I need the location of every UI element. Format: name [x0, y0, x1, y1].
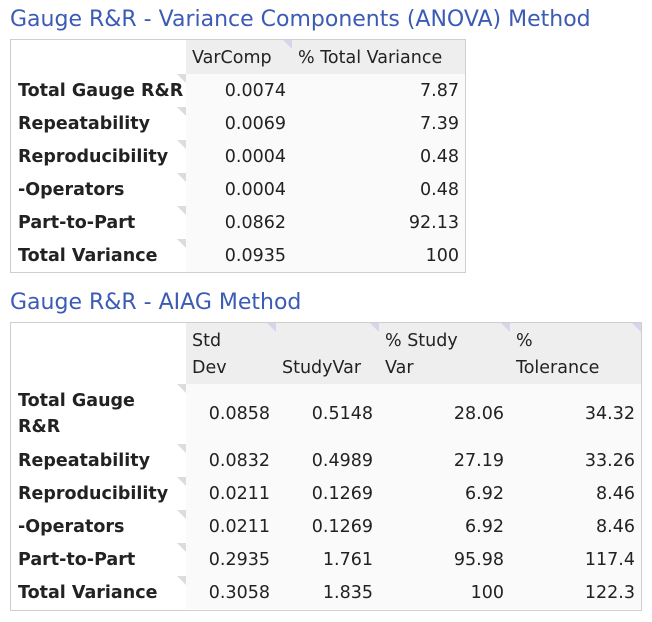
- row-label: Total Variance: [11, 239, 186, 272]
- studyvar-cell: 1.761: [276, 543, 379, 576]
- table-row: Total Variance 0.0935 100: [11, 239, 465, 272]
- std-dev-cell: 0.2935: [186, 543, 276, 576]
- header-pct-study-var[interactable]: % Study Var: [379, 323, 510, 384]
- header-corner-cell: [11, 323, 186, 384]
- row-label-text: Part-to-Part: [18, 549, 136, 570]
- std-dev-cell: 0.0211: [186, 510, 276, 543]
- row-label: Repeatability: [11, 444, 186, 477]
- row-label: Repeatability: [11, 107, 186, 140]
- table-row: Total Variance 0.3058 1.835 100 122.3: [11, 576, 641, 609]
- aiag-table-title: Gauge R&R - AIAG Method: [10, 290, 302, 315]
- pct-tolerance-cell: 33.26: [510, 444, 641, 477]
- row-label: Part-to-Part: [11, 206, 186, 239]
- std-dev-cell: 0.0832: [186, 444, 276, 477]
- varcomp-cell: 0.0074: [186, 74, 292, 107]
- row-label: -Operators: [11, 510, 186, 543]
- pct-study-var-cell: 6.92: [379, 510, 510, 543]
- anova-table-title: Gauge R&R - Variance Components (ANOVA) …: [10, 7, 591, 32]
- pct-tolerance-cell: 34.32: [510, 384, 641, 444]
- header-pct-total-variance[interactable]: % Total Variance: [292, 40, 465, 74]
- pct-tolerance-cell: 8.46: [510, 477, 641, 510]
- table-row: Reproducibility 0.0004 0.48: [11, 140, 465, 173]
- pct-tolerance-cell: 122.3: [510, 576, 641, 609]
- table-row: Repeatability 0.0069 7.39: [11, 107, 465, 140]
- anova-variance-table: VarComp % Total Variance Total Gauge R&R…: [11, 40, 465, 272]
- table-row: Repeatability 0.0832 0.4989 27.19 33.26: [11, 444, 641, 477]
- varcomp-cell: 0.0004: [186, 140, 292, 173]
- pct-tolerance-cell: 117.4: [510, 543, 641, 576]
- table-row: Total Gauge R&R 0.0858 0.5148 28.06 34.32: [11, 384, 641, 444]
- pct-total-variance-cell: 0.48: [292, 140, 465, 173]
- pct-study-var-cell: 28.06: [379, 384, 510, 444]
- anova-table-container: VarComp % Total Variance Total Gauge R&R…: [10, 39, 466, 273]
- header-std-dev[interactable]: Std Dev: [186, 323, 276, 384]
- table-header-row: VarComp % Total Variance: [11, 40, 465, 74]
- row-label-text: Reproducibility: [18, 483, 169, 504]
- header-varcomp[interactable]: VarComp: [186, 40, 292, 74]
- std-dev-cell: 0.0858: [186, 384, 276, 444]
- pct-total-variance-cell: 7.87: [292, 74, 465, 107]
- table-row: Reproducibility 0.0211 0.1269 6.92 8.46: [11, 477, 641, 510]
- pct-study-var-cell: 27.19: [379, 444, 510, 477]
- table-row: Part-to-Part 0.2935 1.761 95.98 117.4: [11, 543, 641, 576]
- row-label: Total Variance: [11, 576, 186, 609]
- row-label: -Operators: [11, 173, 186, 206]
- aiag-method-table: Std Dev StudyVar % Study Var % Tolerance…: [11, 323, 641, 609]
- row-label: Total Gauge R&R: [11, 74, 186, 107]
- pct-study-var-cell: 6.92: [379, 477, 510, 510]
- pct-total-variance-cell: 100: [292, 239, 465, 272]
- aiag-table-container: Std Dev StudyVar % Study Var % Tolerance…: [10, 322, 642, 611]
- table-row: Part-to-Part 0.0862 92.13: [11, 206, 465, 239]
- pct-total-variance-cell: 7.39: [292, 107, 465, 140]
- header-corner-cell: [11, 40, 186, 74]
- varcomp-cell: 0.0862: [186, 206, 292, 239]
- table-row: Total Gauge R&R 0.0074 7.87: [11, 74, 465, 107]
- header-pct-tolerance[interactable]: % Tolerance: [510, 323, 641, 384]
- row-label-text: Repeatability: [18, 450, 151, 471]
- pct-study-var-cell: 95.98: [379, 543, 510, 576]
- varcomp-cell: 0.0069: [186, 107, 292, 140]
- row-label-text: Total Variance: [18, 582, 158, 603]
- studyvar-cell: 0.5148: [276, 384, 379, 444]
- studyvar-cell: 0.4989: [276, 444, 379, 477]
- row-label: Reproducibility: [11, 140, 186, 173]
- row-label: Total Gauge R&R: [11, 384, 186, 444]
- studyvar-cell: 1.835: [276, 576, 379, 609]
- row-label-text: Total Gauge R&R: [18, 391, 135, 437]
- table-header-row: Std Dev StudyVar % Study Var % Tolerance: [11, 323, 641, 384]
- std-dev-cell: 0.3058: [186, 576, 276, 609]
- pct-total-variance-cell: 0.48: [292, 173, 465, 206]
- table-row: -Operators 0.0211 0.1269 6.92 8.46: [11, 510, 641, 543]
- row-label-text: -Operators: [18, 516, 125, 537]
- row-label: Part-to-Part: [11, 543, 186, 576]
- varcomp-cell: 0.0004: [186, 173, 292, 206]
- pct-tolerance-cell: 8.46: [510, 510, 641, 543]
- pct-total-variance-cell: 92.13: [292, 206, 465, 239]
- row-label: Reproducibility: [11, 477, 186, 510]
- studyvar-cell: 0.1269: [276, 510, 379, 543]
- studyvar-cell: 0.1269: [276, 477, 379, 510]
- std-dev-cell: 0.0211: [186, 477, 276, 510]
- header-studyvar[interactable]: StudyVar: [276, 323, 379, 384]
- table-row: -Operators 0.0004 0.48: [11, 173, 465, 206]
- pct-study-var-cell: 100: [379, 576, 510, 609]
- varcomp-cell: 0.0935: [186, 239, 292, 272]
